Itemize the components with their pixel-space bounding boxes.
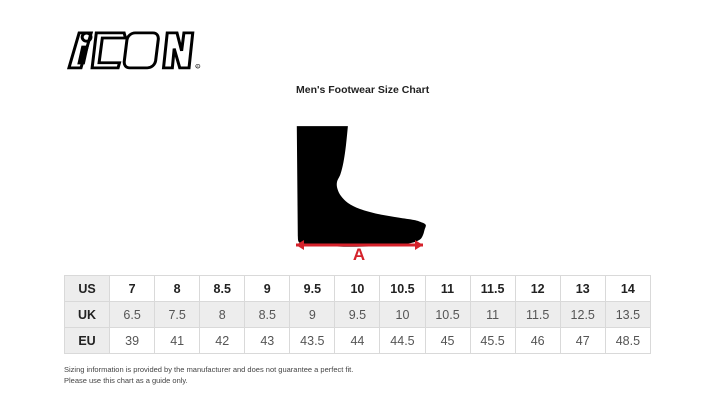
svg-text:R: R xyxy=(197,65,199,68)
svg-text:A: A xyxy=(353,245,365,264)
